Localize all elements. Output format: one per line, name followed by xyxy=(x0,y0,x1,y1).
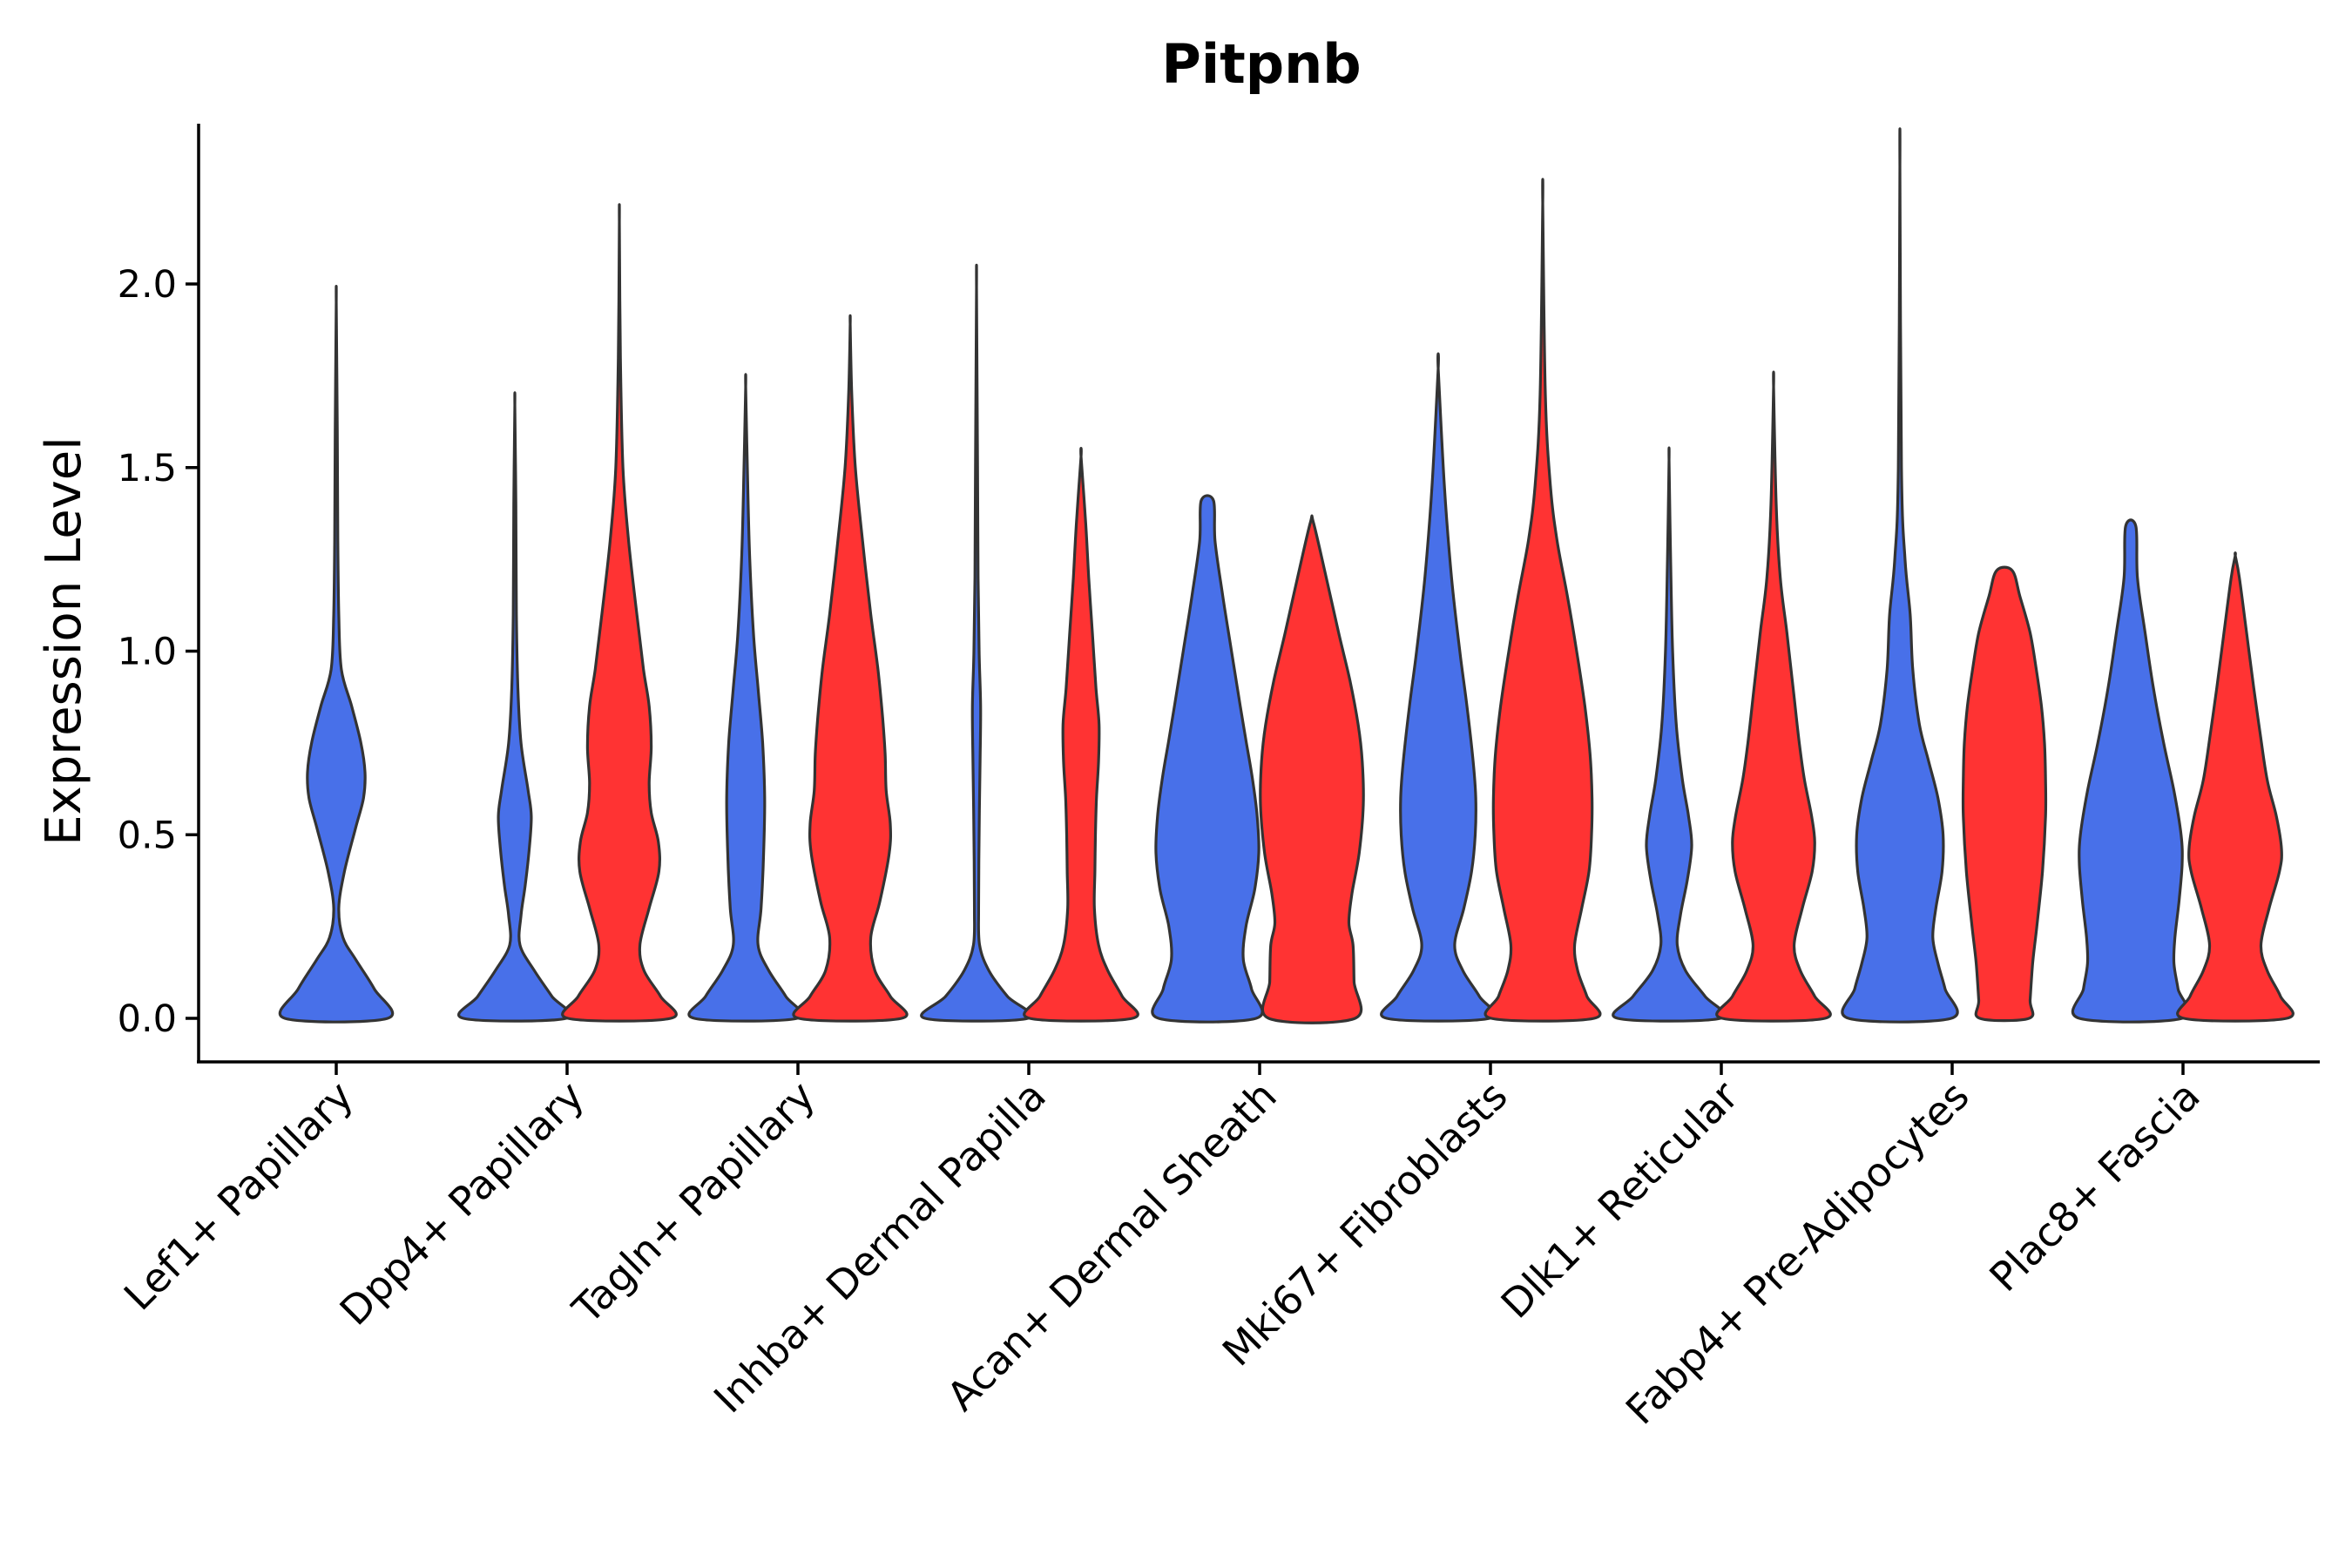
violin-group_a-8 xyxy=(1841,127,1959,1024)
violin-group_a-2 xyxy=(456,391,573,1023)
chart-title: Pitpnb xyxy=(1161,32,1361,96)
y-tick-label: 1.5 xyxy=(118,447,177,490)
violin-group_a-4 xyxy=(920,264,1033,1023)
y-tick-label: 0.0 xyxy=(118,997,177,1041)
violins-layer xyxy=(278,127,2295,1024)
violin-group_b-5 xyxy=(1259,514,1365,1024)
violin-group_b-8 xyxy=(1961,565,2048,1023)
violin-group_b-6 xyxy=(1484,178,1602,1023)
violin-group_b-9 xyxy=(2176,551,2295,1023)
y-ticks-layer: 0.0 0.5 1.0 1.5 2.0 xyxy=(118,263,199,1041)
violin-group_a-1 xyxy=(278,285,395,1024)
violin-group_a-9 xyxy=(2071,518,2191,1024)
violin-group_a-7 xyxy=(1612,446,1727,1023)
violin-group_a-6 xyxy=(1380,352,1497,1023)
violin-group_b-7 xyxy=(1715,370,1832,1023)
y-axis-label: Expression Level xyxy=(36,436,92,846)
y-tick-label: 2.0 xyxy=(118,263,177,307)
violin-group_b-2 xyxy=(561,203,678,1023)
x-tick-label: Dlk1+ Reticular xyxy=(1492,1072,1747,1328)
y-tick-label: 0.5 xyxy=(118,814,177,857)
x-tick-label: Tagln+ Papillary xyxy=(563,1072,824,1334)
violin-group_a-3 xyxy=(687,373,804,1023)
violin-group_b-3 xyxy=(792,314,909,1023)
x-tick-label: Dpp4+ Papillary xyxy=(331,1072,593,1335)
violin-group_b-4 xyxy=(1023,447,1139,1023)
x-tick-label: Lef1+ Papillary xyxy=(115,1072,362,1320)
violin-group_a-5 xyxy=(1151,494,1264,1024)
y-tick-label: 1.0 xyxy=(118,631,177,674)
x-tick-label: Plac8+ Fascia xyxy=(1980,1072,2208,1301)
